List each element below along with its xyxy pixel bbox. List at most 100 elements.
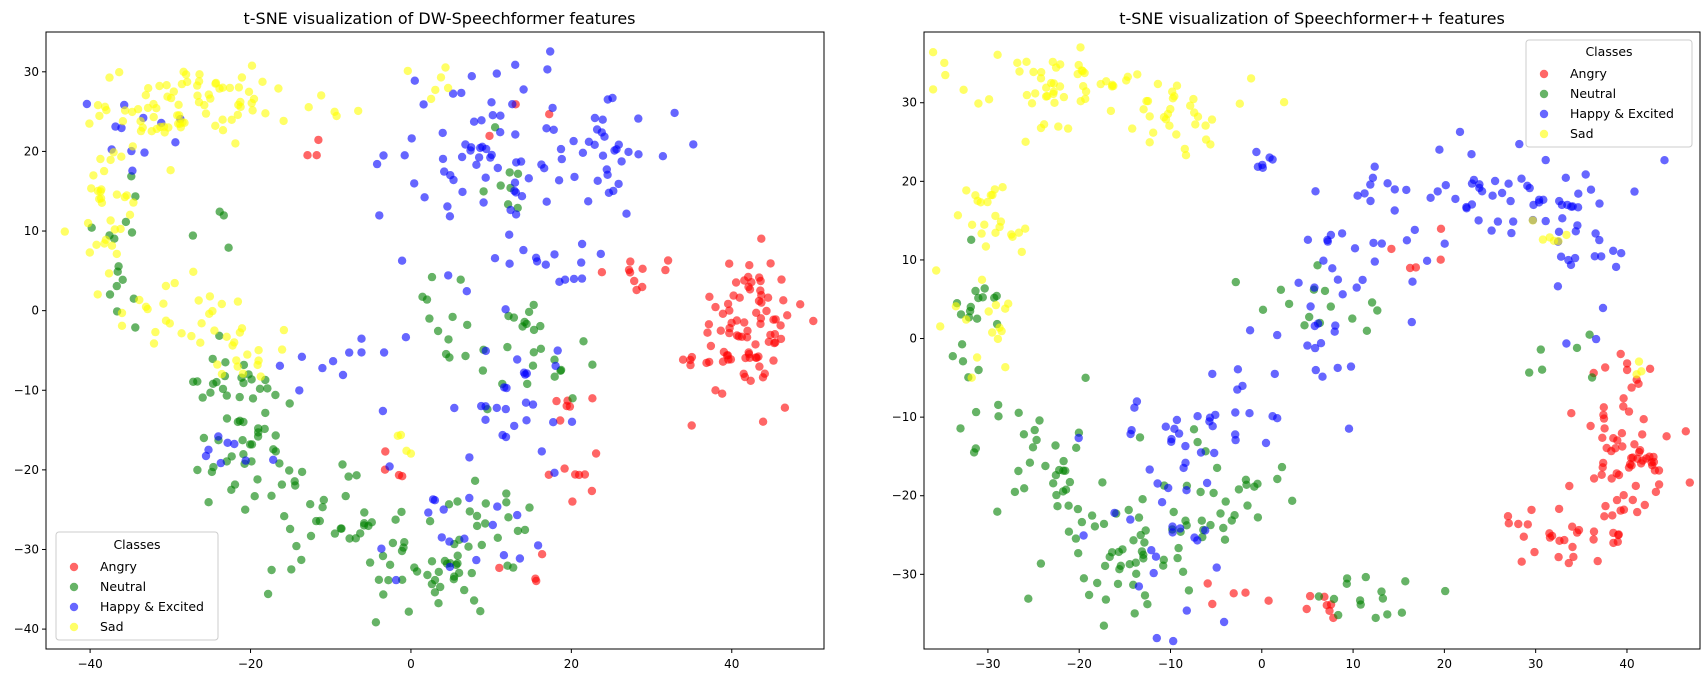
plot-border — [45, 31, 825, 650]
data-point — [1455, 127, 1465, 137]
data-point — [541, 260, 550, 269]
data-point — [1440, 239, 1449, 248]
data-point — [248, 394, 258, 403]
data-point — [1467, 179, 1477, 188]
data-point — [570, 172, 579, 182]
data-point — [430, 588, 440, 597]
data-point — [1368, 173, 1378, 182]
data-point — [481, 499, 490, 508]
data-point — [523, 379, 532, 389]
data-point — [1055, 82, 1065, 91]
data-point — [1355, 596, 1365, 605]
data-point — [1102, 77, 1111, 86]
data-point — [297, 555, 306, 565]
data-point — [1490, 176, 1500, 186]
data-point — [410, 179, 419, 188]
data-point — [555, 277, 564, 286]
data-point — [1622, 365, 1632, 375]
data-point — [751, 353, 760, 362]
data-point — [1140, 591, 1150, 600]
data-point — [1397, 608, 1407, 617]
data-point — [477, 116, 486, 125]
data-point — [519, 245, 528, 255]
data-point — [1168, 94, 1178, 103]
data-point — [1288, 496, 1297, 505]
data-point — [1145, 138, 1154, 147]
data-point — [496, 181, 505, 190]
data-point — [1367, 298, 1377, 307]
data-point — [1100, 561, 1110, 571]
data-point — [977, 229, 986, 238]
legend-title: Classes — [113, 537, 160, 552]
data-point — [1245, 409, 1254, 418]
data-point — [515, 554, 525, 563]
data-point — [1110, 508, 1119, 518]
data-point — [87, 184, 96, 193]
data-point — [1488, 191, 1497, 200]
data-point — [457, 88, 466, 98]
data-point — [1265, 153, 1274, 162]
data-point — [1350, 244, 1360, 253]
data-point — [450, 403, 459, 413]
y-tick-label: 0 — [909, 332, 917, 346]
data-point — [117, 321, 127, 330]
plot-border — [923, 31, 1701, 650]
data-point — [1612, 469, 1621, 478]
data-point — [716, 326, 725, 335]
data-point — [433, 326, 443, 336]
data-point — [1136, 530, 1145, 540]
data-point — [1631, 481, 1641, 491]
data-point — [319, 495, 328, 505]
data-point — [1617, 249, 1626, 258]
data-point — [439, 505, 448, 514]
data-point — [445, 562, 455, 572]
data-point — [1624, 463, 1634, 472]
data-point — [111, 122, 120, 131]
data-point — [403, 66, 412, 76]
data-point — [513, 203, 522, 213]
data-point — [441, 63, 450, 72]
data-point — [235, 328, 245, 337]
data-point — [638, 282, 647, 292]
data-point — [718, 389, 727, 398]
data-point — [357, 348, 366, 357]
data-point — [1436, 255, 1445, 264]
data-point — [596, 249, 605, 259]
x-tick-label: 30 — [1528, 657, 1543, 671]
data-point — [312, 151, 321, 160]
data-point — [195, 70, 204, 79]
scatter-points — [928, 43, 1695, 646]
data-point — [549, 125, 558, 134]
data-point — [1493, 217, 1503, 226]
data-point — [143, 304, 152, 314]
data-point — [1028, 443, 1038, 452]
data-point — [1362, 326, 1372, 335]
data-point — [424, 508, 433, 517]
data-point — [783, 311, 792, 320]
data-point — [984, 307, 993, 316]
data-point — [83, 218, 93, 228]
data-point — [438, 128, 447, 138]
data-point — [756, 276, 765, 286]
data-point — [1134, 582, 1144, 591]
data-point — [1408, 277, 1417, 286]
data-point — [1015, 67, 1024, 76]
data-point — [1145, 465, 1154, 474]
data-point — [622, 209, 631, 218]
data-point — [261, 109, 270, 118]
data-point — [998, 183, 1007, 192]
data-point — [1203, 579, 1212, 588]
data-point — [1079, 82, 1088, 91]
data-point — [1333, 363, 1342, 373]
data-point — [1143, 96, 1153, 106]
data-point — [1565, 481, 1574, 491]
data-point — [208, 379, 218, 388]
data-point — [732, 331, 742, 340]
data-point — [1634, 357, 1644, 366]
data-point — [237, 73, 247, 82]
data-point — [725, 328, 734, 338]
data-point — [397, 507, 406, 517]
data-point — [980, 220, 989, 229]
data-point — [1201, 526, 1210, 535]
data-point — [174, 100, 183, 110]
